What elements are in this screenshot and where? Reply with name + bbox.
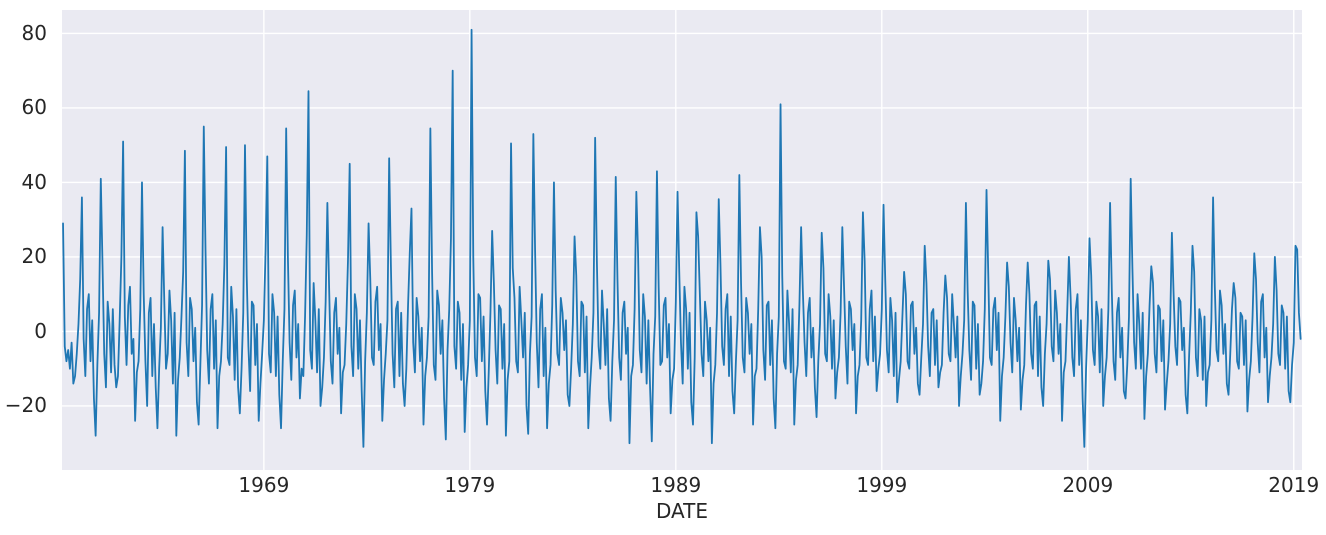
x-tick-label: 2019 <box>1268 473 1320 497</box>
y-tick-label: −20 <box>4 393 47 418</box>
series-line <box>62 28 1302 448</box>
x-tick-label: 1999 <box>856 473 908 497</box>
y-tick-label: 60 <box>21 95 47 120</box>
y-tick-label: 40 <box>21 169 47 194</box>
axes-face <box>62 10 1302 470</box>
x-tick-label: 1979 <box>444 473 496 497</box>
axes-background <box>62 10 1302 470</box>
x-tick-label: 1989 <box>650 473 702 497</box>
y-tick-label: 80 <box>21 20 47 45</box>
y-tick-label: 20 <box>21 244 47 269</box>
y-tick-label: 0 <box>34 318 47 343</box>
x-tick-label: 2009 <box>1062 473 1114 497</box>
plot-area <box>62 10 1302 470</box>
x-axis-label: DATE <box>655 499 709 523</box>
x-tick-label: 1969 <box>238 473 290 497</box>
